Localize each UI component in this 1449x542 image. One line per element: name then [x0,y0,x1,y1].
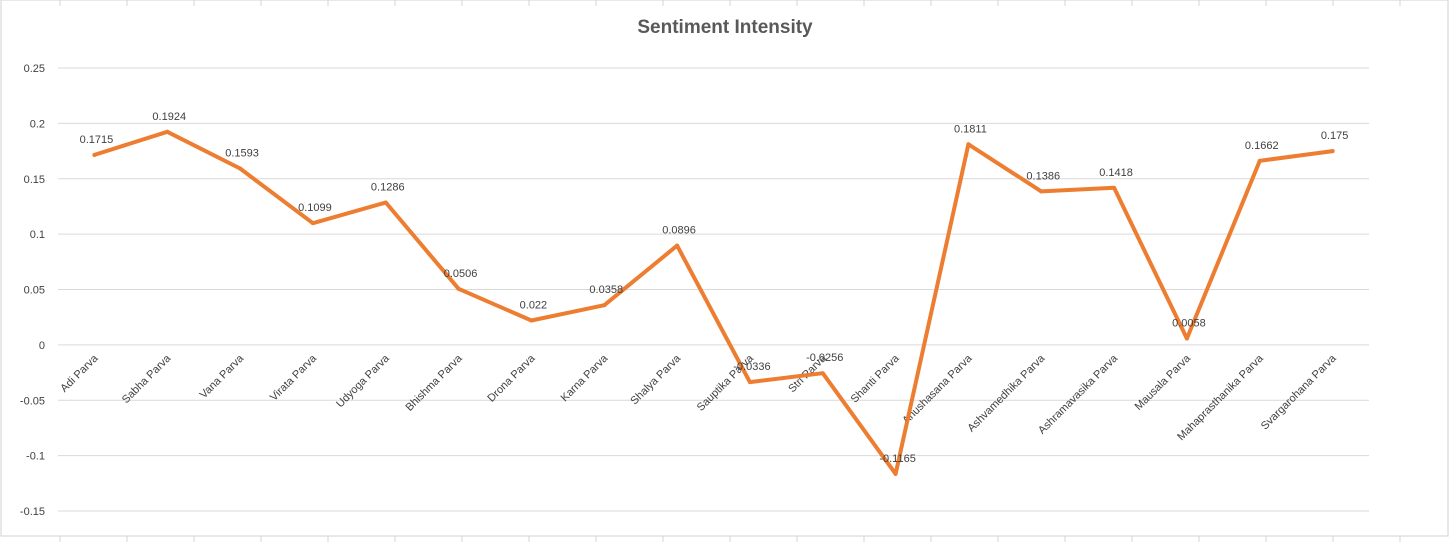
y-tick-label: 0.15 [24,174,45,186]
data-label: 0.1593 [225,147,259,159]
data-label: 0.1386 [1026,170,1060,182]
data-point [820,371,825,376]
data-point [602,303,607,308]
data-point [310,221,315,226]
data-label: -0.1165 [879,453,916,465]
x-tick-label: Mausala Parva [1133,352,1194,413]
y-tick-label: -0.05 [20,395,45,407]
y-tick-label: 0.25 [24,63,45,75]
x-tick-label: Shanti Parva [849,352,903,406]
data-label: -0.0256 [806,352,843,364]
data-point [747,380,752,385]
x-tick-label: Svargarohana Parva [1259,352,1339,432]
data-point [1112,185,1117,190]
data-label: 0.1662 [1245,140,1279,152]
data-label: 0.1418 [1099,167,1133,179]
gridlines [58,67,1369,512]
data-point [383,200,388,205]
x-tick-label: Vana Parva [198,352,247,401]
chart-title: Sentiment Intensity [637,17,813,38]
data-label: 0.175 [1321,130,1349,142]
data-labels: 0.1715 0.1924 0.1593 0.1099 0.1286 0.0506 0.02… [80,111,1349,465]
x-tick-label: Adi Parva [58,352,101,395]
data-label: 0.1286 [371,181,405,193]
x-tick-label: Bhishma Parva [403,352,465,414]
data-label: 0.0058 [1172,317,1206,329]
x-tick-label: Ashramavasika Parva [1036,352,1121,437]
y-axis-tick-labels: 0.25 0.2 0.15 0.1 0.05 0 -0.05 -0.1 -0.15 [20,63,45,518]
data-label: 0.0506 [444,268,478,280]
data-point [456,286,461,291]
data-point [675,243,680,248]
data-label: 0.1811 [954,123,987,135]
x-tick-label: Drona Parva [485,352,538,405]
y-tick-label: 0.2 [30,118,45,130]
x-axis-tick-labels: Adi Parva Sabha Parva Vana Parva Virata Par… [58,352,1339,443]
x-tick-label: Anushasana Parva [900,352,975,427]
data-point [1039,189,1044,194]
data-point [1184,336,1189,341]
y-tick-label: 0.1 [30,229,45,241]
data-label: 0.1715 [80,134,114,146]
data-point [92,152,97,157]
y-tick-label: 0.05 [24,285,45,297]
data-point [893,471,898,476]
data-point [1257,158,1262,163]
sheet-column-lines [59,0,1401,542]
series-line [92,129,1335,476]
data-label: 0.1099 [298,202,332,214]
y-tick-label: -0.15 [20,506,45,518]
data-point [1330,149,1335,154]
x-tick-label: Karna Parva [559,352,611,404]
data-label: 0.1924 [152,111,186,123]
y-tick-label: -0.1 [26,451,45,463]
x-tick-label: Sabha Parva [120,352,174,406]
data-point [238,166,243,171]
data-label: 0.022 [520,300,548,312]
data-label: -0.0336 [733,361,770,373]
x-tick-label: Ashvamedhika Parva [965,352,1048,435]
y-tick-label: 0 [39,340,45,352]
x-tick-label: Udyoga Parva [334,352,392,410]
data-point [529,318,534,323]
data-label: 0.0358 [589,284,623,296]
x-tick-label: Mahaprasthanika Parva [1175,352,1266,443]
series [92,129,1335,476]
data-point [966,142,971,147]
x-tick-label: Shalya Parva [628,352,683,407]
x-tick-label: Virata Parva [268,352,320,404]
data-label: 0.0896 [662,225,696,237]
data-point [165,129,170,134]
